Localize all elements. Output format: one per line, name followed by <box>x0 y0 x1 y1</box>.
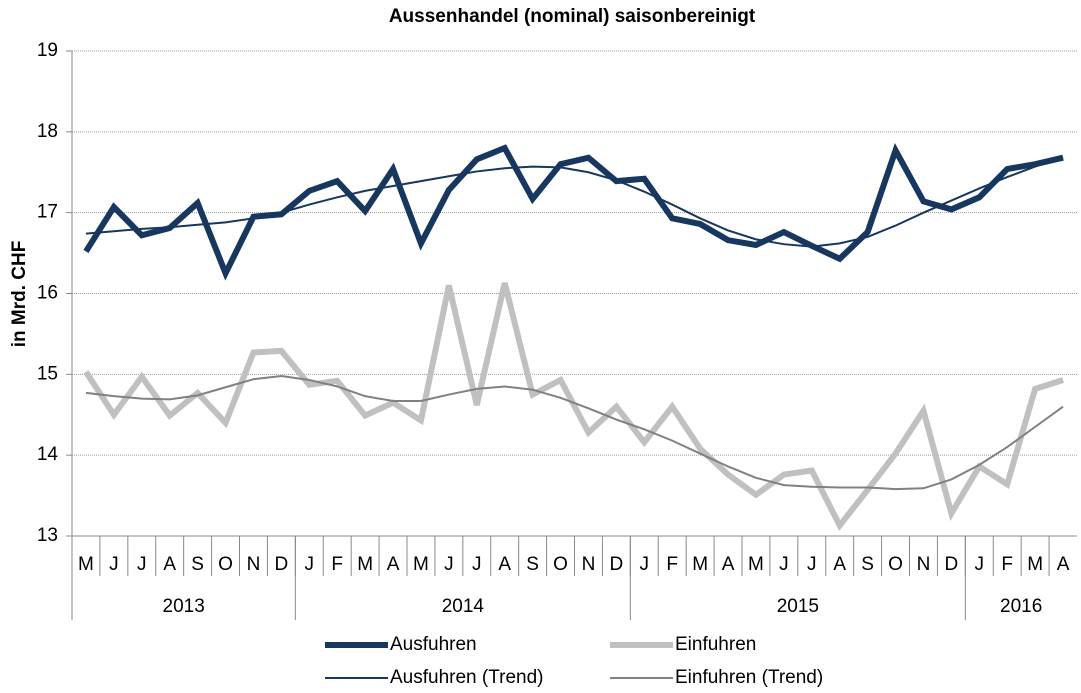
x-tick-label: F <box>666 554 678 575</box>
y-tick-label: 15 <box>37 363 58 384</box>
x-tick-label: O <box>888 554 903 575</box>
x-tick-label: A <box>163 554 176 575</box>
y-tick-label: 14 <box>37 444 59 465</box>
x-tick-label: N <box>917 554 931 575</box>
x-tick-label: A <box>1057 554 1070 575</box>
group-label: 2015 <box>777 596 819 617</box>
y-tick-label: 17 <box>37 202 58 223</box>
series-line <box>85 156 1064 248</box>
group-label: 2016 <box>1000 596 1042 617</box>
x-tick-label: M <box>78 554 94 575</box>
x-tick-label: O <box>218 554 233 575</box>
x-tick-label: A <box>833 554 846 575</box>
x-tick-label: J <box>779 554 789 575</box>
x-tick-label: J <box>137 554 147 575</box>
x-tick-label: A <box>498 554 511 575</box>
x-tick-label: N <box>247 554 261 575</box>
legend-label: Ausfuhren (Trend) <box>390 667 543 688</box>
x-tick-label: M <box>1027 554 1043 575</box>
x-tick-label: J <box>444 554 454 575</box>
x-tick-label: J <box>807 554 817 575</box>
group-label: 2013 <box>163 596 205 617</box>
x-tick-label: A <box>387 554 400 575</box>
x-tick-label: D <box>945 554 959 575</box>
series-line <box>85 374 1064 491</box>
y-tick-label: 18 <box>37 121 58 142</box>
x-tick-label: J <box>472 554 482 575</box>
x-tick-label: M <box>692 554 708 575</box>
x-tick-label: J <box>109 554 119 575</box>
x-tick-label: S <box>861 554 874 575</box>
x-tick-label: J <box>640 554 650 575</box>
x-tick-label: M <box>748 554 764 575</box>
y-tick-label: 16 <box>37 283 58 304</box>
x-tick-label: F <box>1001 554 1013 575</box>
series-line <box>83 143 1064 281</box>
x-tick-label: M <box>413 554 429 575</box>
y-tick-label: 19 <box>37 40 58 61</box>
group-label: 2014 <box>442 596 485 617</box>
x-tick-label: S <box>191 554 204 575</box>
x-tick-label: J <box>975 554 985 575</box>
x-tick-label: A <box>722 554 735 575</box>
x-tick-label: N <box>582 554 596 575</box>
x-tick-label: M <box>357 554 373 575</box>
x-tick-label: D <box>275 554 289 575</box>
x-tick-label: F <box>331 554 343 575</box>
chart-title: Aussenhandel (nominal) saisonbereinigt <box>389 6 756 27</box>
legend-label: Ausfuhren <box>390 634 477 655</box>
series-line <box>83 282 1064 532</box>
legend-label: Einfuhren (Trend) <box>675 667 823 688</box>
y-tick-label: 13 <box>37 525 58 546</box>
x-tick-label: D <box>610 554 624 575</box>
y-axis-label: in Mrd. CHF <box>9 241 30 348</box>
x-tick-label: O <box>553 554 568 575</box>
x-tick-label: J <box>305 554 315 575</box>
x-tick-label: S <box>526 554 539 575</box>
legend-label: Einfuhren <box>675 634 756 655</box>
